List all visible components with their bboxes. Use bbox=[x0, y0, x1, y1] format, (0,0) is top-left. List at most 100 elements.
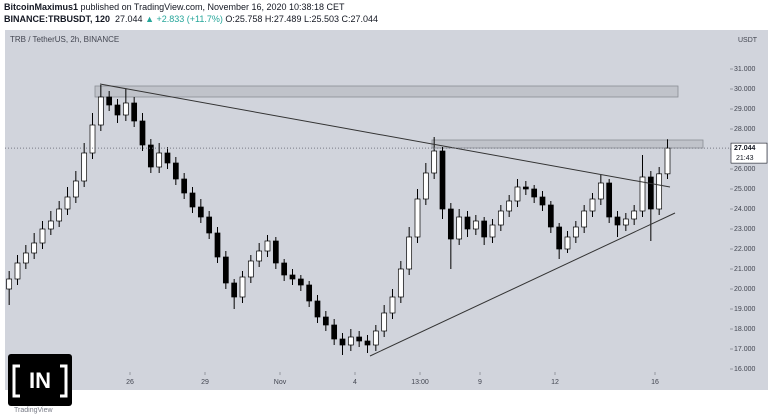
y-tick-label: 31.000 bbox=[734, 66, 756, 73]
x-tick-label: 16 bbox=[651, 379, 659, 386]
y-tick-label: 26.000 bbox=[734, 166, 756, 173]
publish-line: BitcoinMaximus1 published on TradingView… bbox=[4, 2, 345, 12]
candle-body bbox=[264, 240, 271, 252]
candle-body bbox=[239, 276, 246, 298]
candle-body bbox=[14, 262, 21, 280]
candle-body bbox=[656, 173, 663, 210]
candle-body bbox=[156, 152, 163, 168]
candle-body bbox=[306, 284, 313, 302]
candle-body bbox=[72, 180, 79, 198]
candle-body bbox=[356, 336, 363, 342]
y-tick-label: 29.000 bbox=[734, 106, 756, 113]
candle-body bbox=[6, 278, 13, 290]
x-tick-label: 13:00 bbox=[411, 379, 429, 386]
x-tick-label: Nov bbox=[274, 379, 287, 386]
candle-body bbox=[181, 178, 188, 194]
chart-background bbox=[5, 30, 768, 390]
candle-body bbox=[564, 236, 571, 250]
candle-body bbox=[22, 252, 29, 264]
candle-body bbox=[456, 216, 463, 240]
candle-body bbox=[364, 340, 371, 346]
ascending-trendline bbox=[369, 212, 676, 357]
y-tick-label: 28.000 bbox=[734, 126, 756, 133]
candle-body bbox=[114, 104, 121, 116]
candle-body bbox=[314, 300, 321, 318]
candle-body bbox=[531, 188, 538, 198]
candle-body bbox=[547, 204, 554, 228]
y-tick-label: 17.000 bbox=[734, 346, 756, 353]
candle-body bbox=[164, 152, 171, 164]
candle-body bbox=[206, 216, 213, 234]
last-price-label: 27.044 bbox=[734, 145, 756, 152]
y-tick-label: 25.000 bbox=[734, 186, 756, 193]
y-tick-label: 22.000 bbox=[734, 246, 756, 253]
candle-body bbox=[172, 162, 179, 180]
candle-body bbox=[389, 296, 396, 314]
candle-body bbox=[481, 220, 488, 238]
candle-body bbox=[231, 282, 238, 298]
candle-body bbox=[414, 198, 421, 238]
candle-body bbox=[56, 208, 63, 222]
candle-body bbox=[297, 278, 304, 286]
candle-body bbox=[131, 102, 138, 122]
watermark: TradingView bbox=[14, 407, 53, 414]
chart-caption: TRB / TetherUS, 2h, BINANCE bbox=[10, 35, 119, 44]
candle-body bbox=[214, 232, 221, 258]
candle-body bbox=[522, 186, 529, 190]
candle-body bbox=[506, 200, 513, 212]
candle-body bbox=[322, 316, 329, 326]
candle-body bbox=[439, 150, 446, 210]
y-tick-label: 20.000 bbox=[734, 286, 756, 293]
published: published on TradingView.com, November 1… bbox=[80, 2, 345, 12]
author: BitcoinMaximus1 bbox=[4, 2, 79, 12]
y-tick-label: 30.000 bbox=[734, 86, 756, 93]
candle-body bbox=[197, 206, 204, 218]
candle-body bbox=[589, 198, 596, 212]
candle-body bbox=[339, 338, 346, 346]
candle-body bbox=[572, 226, 579, 238]
y-tick-label: 19.000 bbox=[734, 306, 756, 313]
candle-body bbox=[447, 208, 454, 240]
y-tick-label: 24.000 bbox=[734, 206, 756, 213]
candle-body bbox=[514, 186, 521, 202]
x-tick-label: 9 bbox=[478, 379, 482, 386]
logo-brackets bbox=[12, 364, 68, 398]
descending-trendline bbox=[99, 83, 671, 188]
candle-body bbox=[639, 176, 646, 212]
last-price-tag bbox=[730, 142, 768, 164]
candle-body bbox=[331, 324, 338, 340]
candle-body bbox=[489, 224, 496, 238]
candle-body bbox=[64, 196, 71, 210]
candle-body bbox=[622, 218, 629, 226]
ohlc: O:25.758 H:27.489 L:25.503 C:27.044 bbox=[225, 14, 379, 24]
candle-body bbox=[597, 182, 604, 200]
candle-body bbox=[81, 152, 88, 182]
candle-body bbox=[89, 124, 96, 154]
candle-body bbox=[381, 312, 388, 332]
candle-body bbox=[281, 262, 288, 276]
logo-box bbox=[8, 354, 72, 406]
y-tick-label: 23.000 bbox=[734, 226, 756, 233]
candle-body bbox=[539, 196, 546, 206]
resistance-zone bbox=[94, 85, 679, 98]
candle-body bbox=[39, 228, 46, 244]
symbol: BINANCE:TRBUSDT, 120 bbox=[4, 14, 111, 24]
candle-body bbox=[347, 336, 354, 346]
candle-body bbox=[581, 210, 588, 228]
candle-body bbox=[289, 274, 296, 280]
candle-body bbox=[139, 120, 146, 146]
price: 27.044 bbox=[115, 14, 143, 24]
candle-body bbox=[122, 102, 129, 116]
candle-body bbox=[222, 256, 229, 284]
candle-body bbox=[189, 192, 196, 208]
x-tick-label: 4 bbox=[353, 379, 357, 386]
candle-body bbox=[556, 226, 563, 250]
candle-body bbox=[631, 210, 638, 220]
candle-body bbox=[31, 242, 38, 254]
candle-body bbox=[147, 144, 154, 168]
y-tick-label: 16.000 bbox=[734, 366, 756, 373]
candle-body bbox=[406, 236, 413, 270]
candle-body bbox=[397, 268, 404, 298]
candle-body bbox=[431, 150, 438, 174]
